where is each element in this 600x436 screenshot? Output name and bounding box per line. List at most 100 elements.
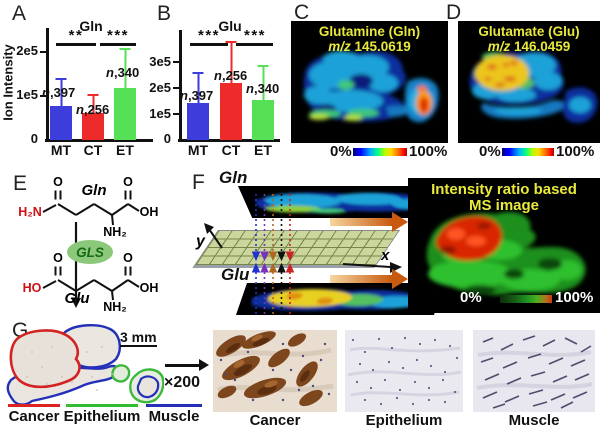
error-bar-ct <box>225 41 237 87</box>
bar-group-ct <box>82 0 104 168</box>
panel-a-y-axis <box>46 28 49 140</box>
magnification-arrow <box>165 364 200 367</box>
bar-group-mt <box>187 0 209 168</box>
panel-b-xtick-mt: MT <box>187 142 209 158</box>
tissue-outline-map <box>6 324 164 406</box>
amine-group: NH₂ <box>103 300 127 314</box>
panel-a-xtick-et: ET <box>116 142 134 158</box>
panel-a-y-axis-label: Ion Intensity <box>0 44 16 121</box>
panel-a-x-axis <box>45 139 153 142</box>
panel-b-ytick-3e5: 3e5 <box>149 54 171 69</box>
legend-label-muscle: Muscle <box>148 408 200 425</box>
micrograph-epithelium <box>345 330 463 412</box>
muscle-texture <box>476 350 593 390</box>
micrograph-label-cancer: Cancer <box>249 412 301 429</box>
y-axis-arrowhead <box>204 223 214 234</box>
panel-b-tick-mark <box>173 87 179 89</box>
micrograph-muscle <box>473 330 595 412</box>
panel-f-label: F <box>192 171 205 194</box>
bar-group-mt <box>50 0 72 168</box>
significance-stars: ** <box>68 27 84 44</box>
ratio-colorbar-min: 0% <box>460 289 482 306</box>
panel-a-tick-mark <box>40 95 46 97</box>
n-label: n,397 <box>180 88 214 103</box>
epithelium-texture <box>347 346 462 397</box>
panel-a-ytick-0: 0 <box>30 131 38 146</box>
colorbar-max-label: 100% <box>556 143 595 160</box>
cancer-outline <box>9 329 81 389</box>
bar-mt <box>50 105 72 140</box>
oxygen-atom: O <box>123 175 133 189</box>
cancer-stain-blobs <box>216 331 323 407</box>
panel-a-title: Gln <box>79 18 103 34</box>
panel-b-label: B <box>157 2 172 25</box>
significance-line <box>190 43 228 46</box>
ms-image-gln-mz: m/z 145.0619 <box>328 39 411 54</box>
legend-label-cancer: Cancer <box>8 408 60 425</box>
f-gln-label: Gln <box>219 168 248 187</box>
panel-b-tick-mark <box>173 113 179 115</box>
magnification-arrowhead <box>199 359 209 371</box>
n-label: n,340 <box>246 81 280 96</box>
panel-b-ytick-1e5: 1e5 <box>149 106 171 121</box>
panel-a-xtick-mt: MT <box>50 142 72 158</box>
error-bar-mt <box>192 72 204 108</box>
error-bar-ct <box>87 93 99 118</box>
micrograph-label-epithelium: Epithelium <box>365 412 443 429</box>
ratio-image-title-line1: Intensity ratio based <box>431 181 577 198</box>
legend-label-epithelium: Epithelium <box>63 408 141 425</box>
reaction-arrowhead <box>71 298 81 308</box>
ratio-colorbar <box>500 295 552 303</box>
cancer-nuclei-dots <box>219 342 331 402</box>
colorbar-max-label: 100% <box>409 143 448 160</box>
panel-b-x-axis <box>178 139 280 142</box>
epithelium-outline-small <box>111 364 131 383</box>
panel-c-label: C <box>294 1 310 24</box>
panel-a-label: A <box>12 2 27 25</box>
ratio-image-title-line2: MS image <box>468 197 540 214</box>
micrograph-label-muscle: Muscle <box>508 412 560 429</box>
error-bar-et <box>119 48 131 93</box>
n-label: n,340 <box>106 65 140 80</box>
n-label: n,397 <box>42 85 76 100</box>
ms-image-gln-title: Glutamine (Gln) <box>318 24 421 39</box>
hydroxyl-group-red: HO <box>23 281 42 295</box>
magnification-label: ×200 <box>164 374 201 391</box>
glu-tissue-image <box>469 51 598 123</box>
muscle-outline-inner <box>136 375 160 399</box>
hydroxyl-group: OH <box>140 205 159 219</box>
significance-stars: *** <box>243 27 266 44</box>
bar-ct <box>82 113 104 140</box>
panel-b-ytick-2e5: 2e5 <box>149 80 171 95</box>
bar-group-et <box>252 0 274 168</box>
epithelium-nuclei-dots <box>351 336 459 406</box>
amide-group: H₂N <box>18 205 42 219</box>
ratio-tissue-image <box>426 211 586 296</box>
muscle-fiber-streaks <box>480 335 592 409</box>
ms-image-glu: Glutamate (Glu) m/z 146.0459 <box>458 21 600 143</box>
colorbar-min-label: 0% <box>479 143 501 160</box>
error-bar-mt <box>55 77 67 110</box>
gln-structure-bonds <box>42 190 140 226</box>
bar-mt <box>187 103 209 140</box>
amine-group: NH₂ <box>103 225 127 239</box>
significance-line <box>100 43 136 46</box>
oxygen-atom: O <box>53 175 63 189</box>
panel-b-ytick-0: 0 <box>163 131 171 146</box>
jet-colorbar <box>502 148 554 156</box>
gln-tissue-image <box>303 51 439 123</box>
panel-b-title: Glu <box>218 18 242 34</box>
glu-molecule-label: Glu <box>65 290 90 307</box>
significance-line <box>56 43 96 46</box>
ms-image-glu-mz: m/z 146.0459 <box>487 39 571 54</box>
x-axis-arrowhead <box>390 262 402 273</box>
scale-bar: 3 mm <box>120 329 157 347</box>
panel-e-label: E <box>13 172 27 195</box>
ratio-colorbar-max: 100% <box>555 289 594 306</box>
panel-a-ytick-2e5: 2e5 <box>16 43 38 58</box>
glu-structure-bonds <box>42 266 140 301</box>
oxygen-atom: O <box>53 251 63 265</box>
panel-b-y-axis <box>179 30 182 140</box>
significance-line <box>236 43 273 46</box>
